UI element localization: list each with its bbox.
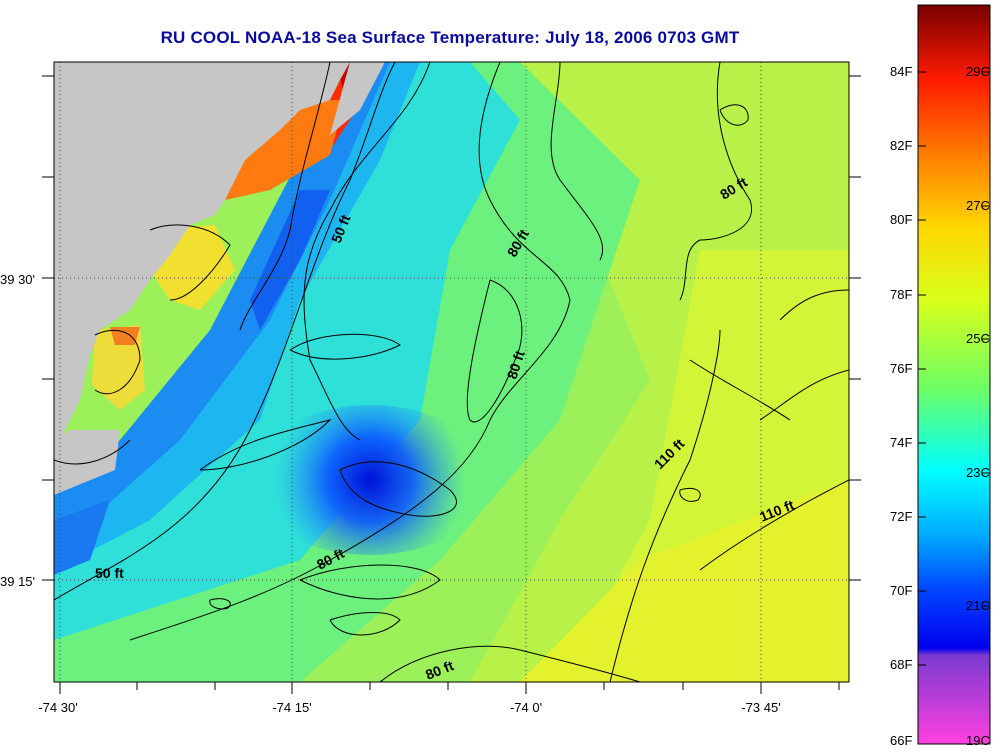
longitude-label: -74 0' bbox=[509, 700, 543, 715]
colorbar-f-label: 80F bbox=[890, 212, 913, 227]
colorbar-f-label: 82F bbox=[890, 138, 913, 153]
colorbar-c-label: 27C bbox=[966, 198, 990, 213]
longitude-label: -74 15' bbox=[272, 700, 312, 715]
colorbar-f-label: 68F bbox=[890, 657, 913, 672]
map-title: RU COOL NOAA-18 Sea Surface Temperature:… bbox=[160, 28, 740, 47]
contour-label: 50 ft bbox=[95, 565, 124, 581]
longitude-label: -73 45' bbox=[741, 700, 781, 715]
colorbar-c-label: 23C bbox=[966, 465, 990, 480]
colorbar-f-label: 66F bbox=[890, 733, 913, 748]
colorbar-f-label: 72F bbox=[890, 509, 913, 524]
colorbar bbox=[917, 4, 991, 745]
map-frame bbox=[53, 61, 850, 683]
sst-field bbox=[54, 62, 849, 682]
colorbar-c-label: 21C bbox=[966, 598, 990, 613]
latitude-label: 39 15' bbox=[0, 574, 36, 589]
colorbar-c-label: 29C bbox=[966, 64, 990, 79]
longitude-label: -74 30' bbox=[38, 700, 78, 715]
colorbar-c-label: 25C bbox=[966, 331, 990, 346]
colorbar-f-label: 76F bbox=[890, 361, 913, 376]
colorbar-f-label: 84F bbox=[890, 64, 913, 79]
colorbar-f-label: 74F bbox=[890, 435, 913, 450]
latitude-label: 39 30' bbox=[0, 272, 36, 287]
graticule bbox=[54, 62, 849, 682]
colorbar-c-label: 19C bbox=[966, 733, 990, 748]
axis-ticks bbox=[42, 75, 861, 694]
colorbar-ticks bbox=[918, 71, 990, 666]
colorbar-f-label: 70F bbox=[890, 583, 913, 598]
depth-contours bbox=[54, 62, 849, 682]
colorbar-f-label: 78F bbox=[890, 287, 913, 302]
